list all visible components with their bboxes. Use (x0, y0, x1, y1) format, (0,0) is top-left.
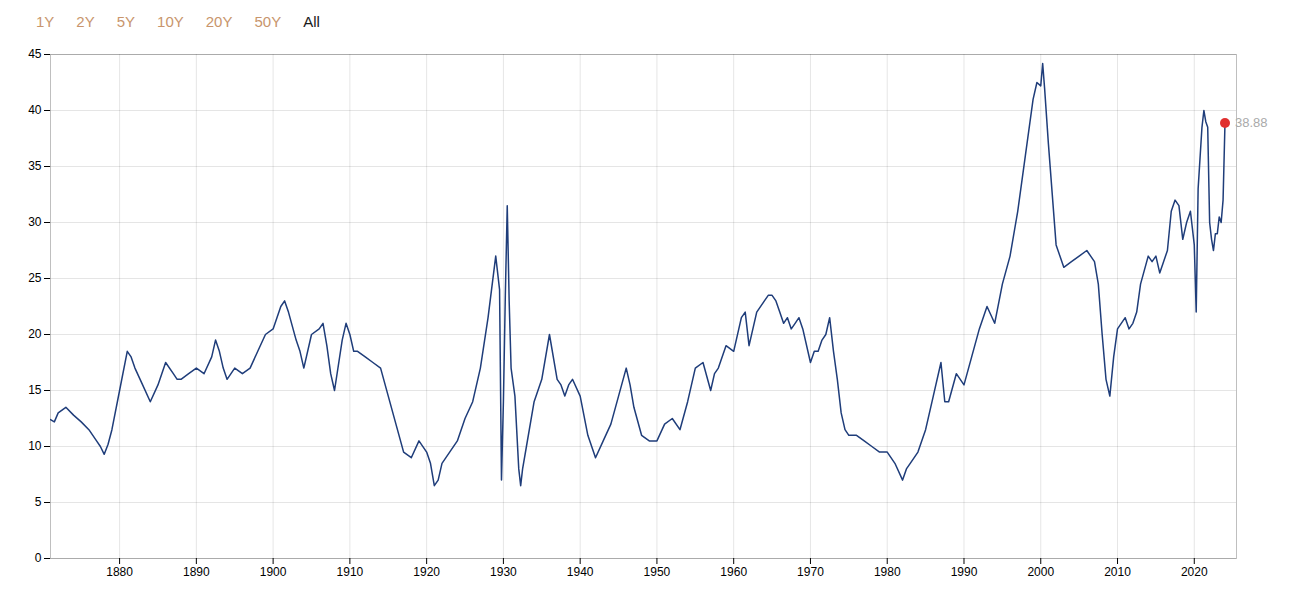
svg-text:1990: 1990 (951, 565, 978, 579)
svg-text:20: 20 (28, 327, 42, 341)
html-text:10Y: 10Y (157, 12, 184, 30)
html-text:All: All (303, 12, 320, 30)
svg-text:1950: 1950 (644, 565, 671, 579)
svg-text:40: 40 (28, 103, 42, 117)
svg-text:10: 10 (28, 439, 42, 453)
svg-text:5: 5 (35, 495, 42, 509)
svg-text:35: 35 (28, 159, 42, 173)
html-text:20Y: 20Y (205, 12, 233, 30)
svg-text:1890: 1890 (183, 565, 210, 579)
svg-text:1970: 1970 (797, 565, 824, 579)
svg-text:1940: 1940 (567, 565, 594, 579)
svg-text:15: 15 (28, 383, 42, 397)
svg-text:1960: 1960 (720, 565, 747, 579)
svg-text:1980: 1980 (874, 565, 901, 579)
svg-text:1930: 1930 (490, 565, 517, 579)
html-text:2Y: 2Y (76, 12, 95, 30)
html-text:50Y: 50Y (254, 12, 282, 30)
svg-text:1880: 1880 (106, 565, 133, 579)
html-text:1Y: 1Y (36, 12, 55, 30)
svg-text:45: 45 (28, 47, 42, 61)
svg-text:2020: 2020 (1181, 565, 1208, 579)
svg-text:1900: 1900 (260, 565, 287, 579)
svg-text:2010: 2010 (1104, 565, 1131, 579)
svg-text:1910: 1910 (337, 565, 364, 579)
svg-text:38.88: 38.88 (1235, 115, 1268, 130)
html-text:5Y: 5Y (116, 12, 136, 30)
svg-text:0: 0 (35, 551, 42, 565)
svg-text:1920: 1920 (413, 565, 440, 579)
svg-text:2000: 2000 (1027, 565, 1054, 579)
svg-text:25: 25 (28, 271, 42, 285)
svg-text:30: 30 (28, 215, 42, 229)
